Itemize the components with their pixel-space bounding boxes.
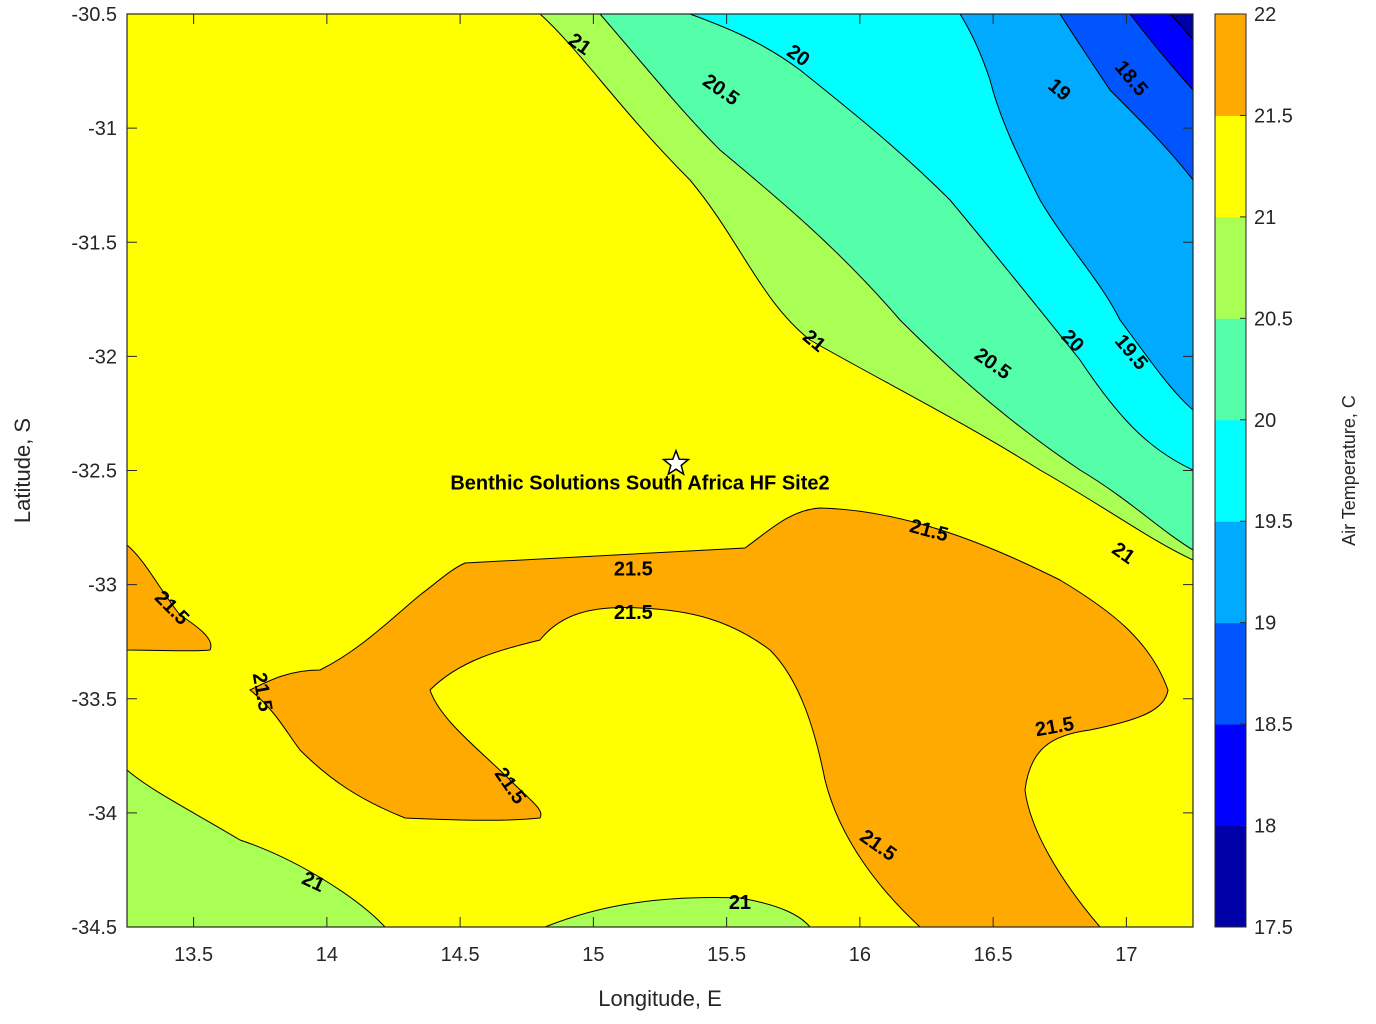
y-tick-label: -32.5	[71, 461, 117, 483]
contour-label: 21	[729, 892, 751, 914]
region-21_5-22-west	[127, 544, 212, 652]
contour-label: 21.5	[614, 559, 653, 581]
x-tick-label: 14	[316, 944, 338, 966]
colorbar-swatch	[1215, 419, 1246, 522]
contour-label: 21.5	[614, 602, 653, 624]
x-tick-label: 15	[582, 944, 604, 966]
y-tick-label: -33	[88, 575, 117, 597]
colorbar-tick-label: 19.5	[1254, 511, 1293, 533]
y-tick-label: -31.5	[71, 232, 117, 254]
x-axis-label: Longitude, E	[598, 986, 722, 1011]
colorbar-tick-label: 18.5	[1254, 714, 1293, 736]
y-axis-label: Latitude, S	[10, 418, 35, 523]
colorbar-tick-label: 19	[1254, 613, 1276, 635]
colorbar-swatch	[1215, 115, 1246, 218]
colorbar-label: Air Temperature, C	[1339, 395, 1359, 546]
x-tick-label: 15.5	[707, 944, 746, 966]
colorbar-tick-label: 18	[1254, 816, 1276, 838]
colorbar-tick-label: 21	[1254, 207, 1276, 229]
region-18_5-19	[1059, 14, 1193, 181]
y-tick-label: -31	[88, 118, 117, 140]
y-tick-label: -33.5	[71, 689, 117, 711]
site-star-marker	[661, 448, 691, 476]
y-tick-label: -34	[88, 803, 117, 825]
colorbar-tick-label: 17.5	[1254, 917, 1293, 939]
region-20_5-21-south	[544, 896, 811, 927]
colorbar-swatch	[1215, 622, 1246, 725]
contour-fill-layer	[127, 14, 1193, 927]
colorbar-tick-label: 22	[1254, 4, 1276, 26]
x-tick-label: 16	[849, 944, 871, 966]
x-tick-label: 16.5	[974, 944, 1013, 966]
y-tick-label: -34.5	[71, 917, 117, 939]
annotation-layer: Benthic Solutions South Africa HF Site2	[450, 448, 830, 495]
colorbar-tick-label: 20	[1254, 410, 1276, 432]
colorbar-swatch	[1215, 216, 1246, 319]
colorbar-swatch	[1215, 14, 1246, 116]
colorbar-swatch	[1215, 724, 1246, 827]
y-tick-label: -30.5	[71, 4, 117, 26]
x-tick-label: 13.5	[174, 944, 213, 966]
region-21_5-22-main	[249, 507, 1169, 927]
colorbar-tick-label: 20.5	[1254, 308, 1293, 330]
x-tick-label: 17	[1115, 944, 1137, 966]
colorbar: 17.5 18 18.5 19 19.5 20 20.5 21 21.5 22 Air Temper…	[1214, 4, 1359, 939]
y-tick-label: -32	[88, 346, 117, 368]
site-annotation-label: Benthic Solutions South Africa HF Site2	[450, 473, 829, 495]
colorbar-swatch	[1215, 521, 1246, 624]
colorbar-swatch	[1215, 825, 1246, 928]
colorbar-swatch	[1215, 318, 1246, 421]
colorbar-tick-label: 21.5	[1254, 105, 1293, 127]
region-17_5-18	[1169, 14, 1193, 41]
axes-layer: 13.5 14 14.5 15 15.5 16 16.5 17 -30.5 -31 -31.5 -32…	[10, 4, 1193, 1011]
colorbar-frame	[1214, 13, 1247, 928]
x-tick-label: 14.5	[441, 944, 480, 966]
